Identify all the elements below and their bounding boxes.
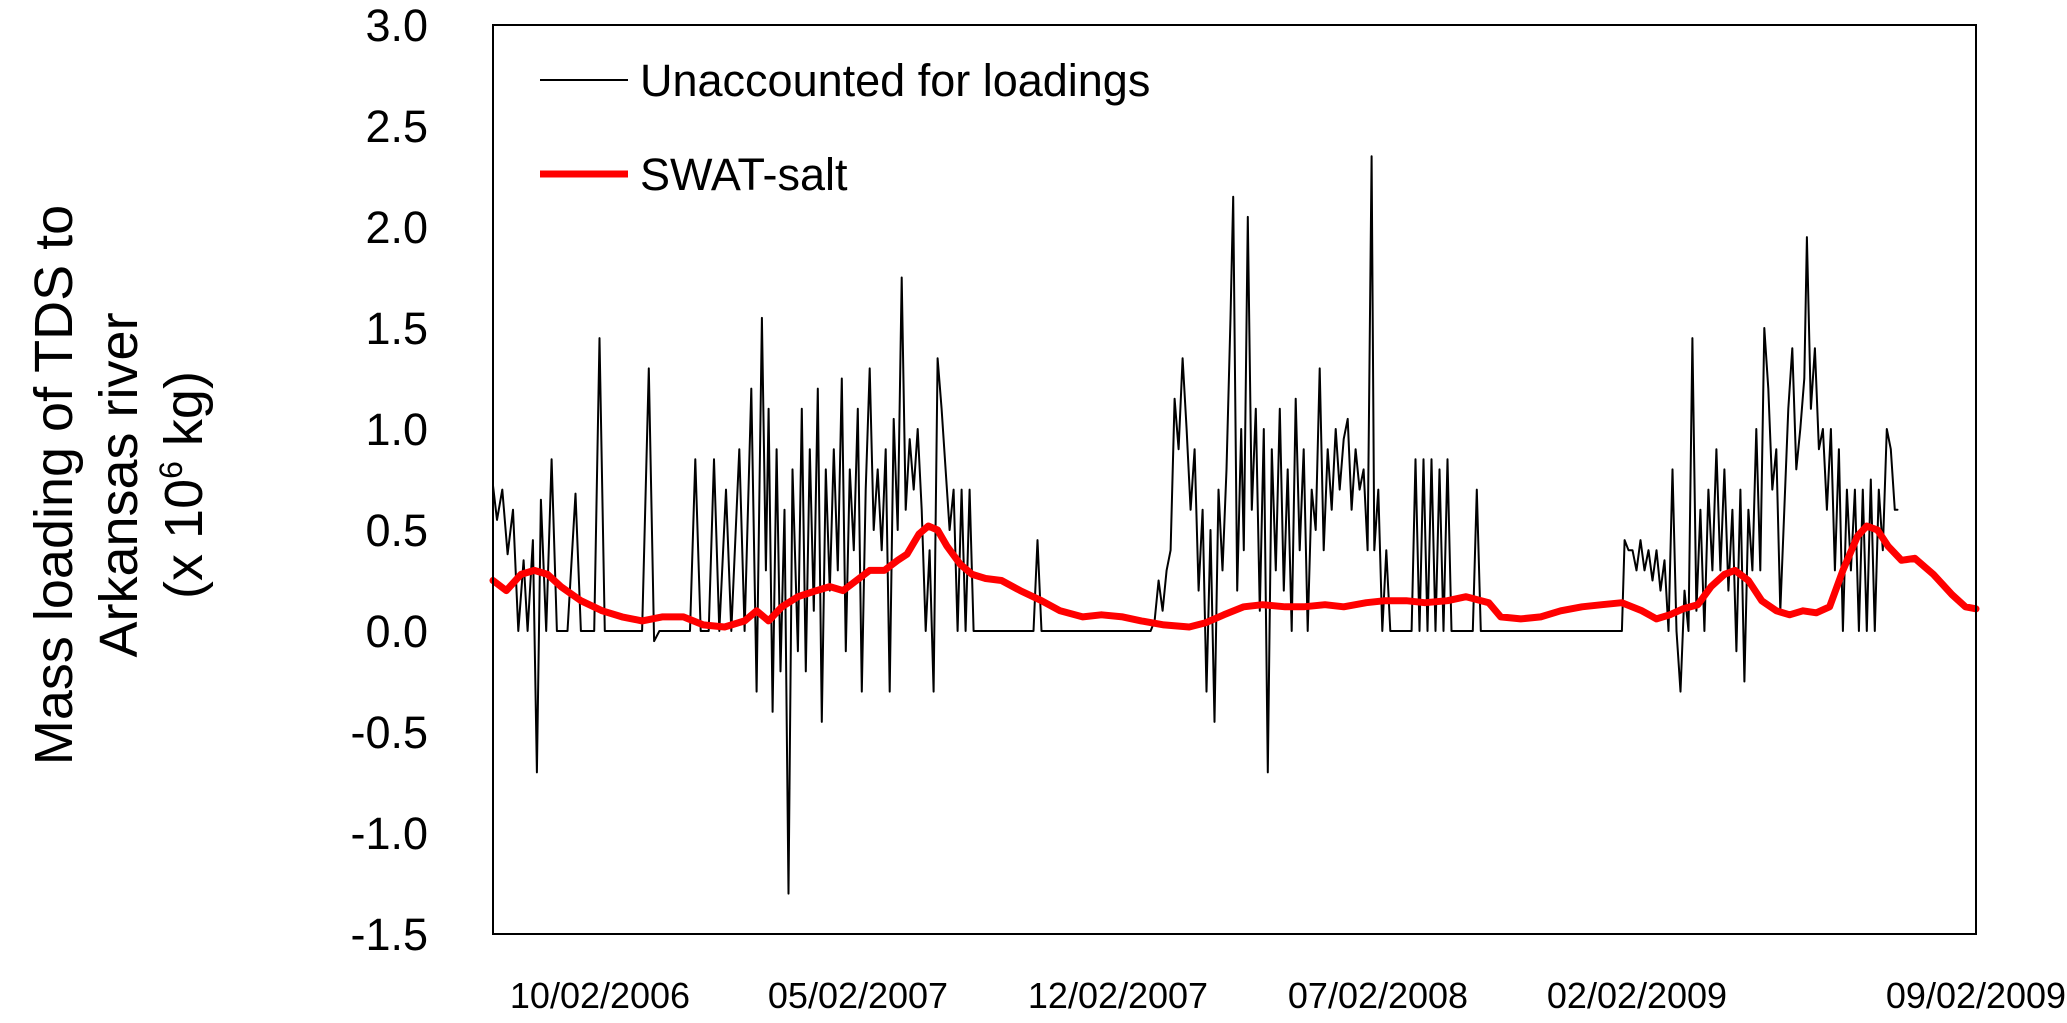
- y-axis-label-line-1: Mass loading of TDS to: [24, 205, 84, 765]
- x-tick-label: 07/02/2008: [1288, 975, 1468, 1016]
- y-tick-label: -1.5: [350, 909, 428, 960]
- y-tick-label: 0.0: [365, 606, 428, 657]
- y-tick-labels: 3.0 2.5 2.0 1.5 1.0 0.5 0.0 -0.5 -1.0 -1.5: [350, 0, 428, 960]
- y-axis-label-line-2: Arkansas river: [89, 312, 149, 657]
- y-tick-label: 0.5: [365, 505, 428, 556]
- series-layer: [489, 155, 1980, 895]
- y-axis-unit-exponent: 6: [153, 461, 189, 479]
- plot-frame: [492, 24, 1977, 935]
- y-axis-unit-suffix: kg): [154, 371, 214, 461]
- unaccounted-loadings-line: [492, 155, 1899, 895]
- y-tick-label: -1.0: [350, 808, 428, 859]
- y-tick-label: -0.5: [350, 707, 428, 758]
- y-tick-label: 2.0: [365, 202, 428, 253]
- legend-label: Unaccounted for loadings: [640, 55, 1150, 106]
- x-tick-label: 05/02/2007: [768, 975, 948, 1016]
- legend: Unaccounted for loadings SWAT-salt: [540, 55, 1150, 200]
- y-tick-label: 1.0: [365, 404, 428, 455]
- y-axis-title: Mass loading of TDS to Arkansas river (x…: [24, 205, 214, 765]
- y-axis-unit-prefix: (x 10: [154, 479, 214, 599]
- x-tick-labels: 10/02/2006 05/02/2007 12/02/2007 07/02/2008…: [510, 975, 2066, 1016]
- y-tick-label: 1.5: [365, 303, 428, 354]
- swat-salt-line: [489, 522, 1980, 631]
- x-tick-label: 09/02/2009: [1886, 975, 2066, 1016]
- y-tick-label: 3.0: [365, 0, 428, 51]
- y-tick-label: 2.5: [365, 101, 428, 152]
- y-axis-label-unit: (x 106 kg): [153, 371, 214, 599]
- legend-label: SWAT-salt: [640, 149, 848, 200]
- x-tick-label: 10/02/2006: [510, 975, 690, 1016]
- x-tick-label: 12/02/2007: [1028, 975, 1208, 1016]
- x-tick-label: 02/02/2009: [1547, 975, 1727, 1016]
